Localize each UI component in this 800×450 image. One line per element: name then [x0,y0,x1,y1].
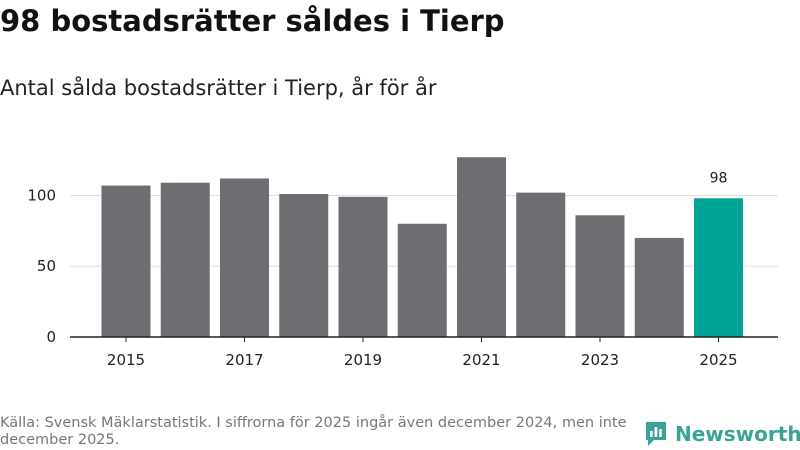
x-tick-label: 2023 [581,351,619,369]
bar-2025 [694,198,743,337]
bar-2022 [516,192,566,337]
bar-2016 [160,182,210,337]
bar-2023 [575,215,625,337]
x-tick-label: 2025 [699,351,737,369]
x-axis-ticks: 2015 2017 2019 2021 2023 2025 [107,337,738,369]
bar-2024 [634,237,684,337]
bar-2020 [397,223,447,337]
y-tick-label: 100 [27,186,56,204]
data-labels: 98 [710,170,728,186]
data-label: 98 [710,170,728,186]
y-tick-label: 50 [37,257,56,275]
x-tick-label: 2019 [344,351,382,369]
y-tick-label: 0 [46,328,56,346]
bar-chart-logo-icon [646,422,666,446]
bar-2018 [279,194,329,337]
chart-subtitle: Antal sålda bostadsrätter i Tierp, år fö… [0,76,437,100]
bars [101,157,743,337]
x-tick-label: 2021 [462,351,500,369]
chart-title: 98 bostadsrätter såldes i Tierp [0,4,505,38]
bar-2015 [101,185,151,337]
x-tick-label: 2015 [107,351,145,369]
bar-chart: 98 0 50 100 2015 2017 2019 2021 2023 2025 [27,157,778,369]
bar-2019 [338,196,388,337]
bar-2021 [457,157,506,337]
x-tick-label: 2017 [225,351,263,369]
source-note: Källa: Svensk Mäklarstatistik. I siffror… [0,415,627,448]
bar-2017 [220,178,269,337]
y-axis-ticks: 0 50 100 [27,186,56,346]
brand-name: Newsworthy [675,422,800,446]
brand-logo[interactable]: Newsworthy [644,420,800,448]
